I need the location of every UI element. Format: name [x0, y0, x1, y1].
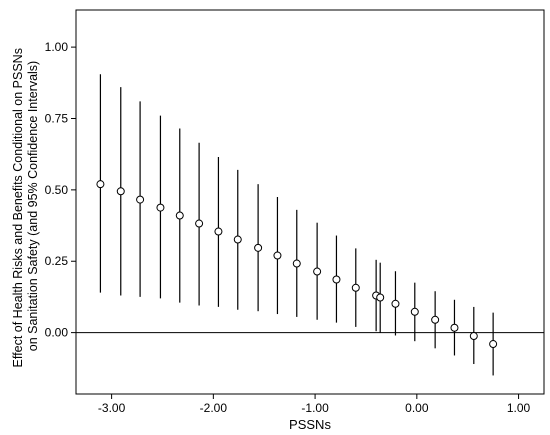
- y-tick-label: 0.50: [45, 183, 69, 197]
- point-estimate: [431, 315, 440, 324]
- x-tick-label: -3.00: [98, 401, 126, 415]
- y-tick-label: 0.25: [45, 254, 69, 268]
- y-axis: 0.00 0.25 0.50 0.75 1.00: [45, 40, 76, 340]
- y-axis-label-line-1: Effect of Health Risks and Benefits Cond…: [11, 48, 25, 367]
- y-axis-label-line-2: on Sanitation Safety (and 95% Confidence…: [26, 61, 40, 351]
- y-axis-label: Effect of Health Risks and Benefits Cond…: [11, 45, 40, 368]
- y-tick-label: 0.75: [45, 111, 69, 125]
- point-estimate: [233, 235, 242, 244]
- point-estimate: [410, 307, 419, 316]
- point-estimate: [450, 323, 459, 332]
- point-estimate: [156, 203, 165, 212]
- x-tick-label: 0.00: [405, 401, 429, 415]
- point-estimate: [351, 283, 360, 292]
- point-estimate: [175, 211, 184, 220]
- x-axis-label: PSSNs: [289, 417, 331, 432]
- point-estimate: [469, 332, 478, 341]
- point-estimate: [391, 299, 400, 308]
- point-estimate: [273, 251, 282, 260]
- point-estimate: [214, 227, 223, 236]
- point-estimate: [376, 293, 385, 302]
- y-tick-label: 1.00: [45, 40, 69, 54]
- x-tick-label: -1.00: [301, 401, 329, 415]
- plot-frame: [75, 9, 545, 395]
- point-estimate: [96, 180, 105, 189]
- point-estimate: [292, 259, 301, 268]
- x-tick-label: -2.00: [200, 401, 228, 415]
- x-axis: -3.00 -2.00 -1.00 0.00 1.00: [98, 394, 531, 415]
- x-tick-label: 1.00: [507, 401, 531, 415]
- point-estimate: [136, 195, 145, 204]
- data-series: [96, 74, 498, 376]
- y-tick-label: 0.00: [45, 326, 69, 340]
- point-estimate: [332, 275, 341, 284]
- point-estimate: [195, 219, 204, 228]
- point-estimate: [116, 187, 125, 196]
- point-estimate: [489, 340, 498, 349]
- point-estimate: [313, 267, 322, 276]
- point-estimate: [254, 243, 263, 252]
